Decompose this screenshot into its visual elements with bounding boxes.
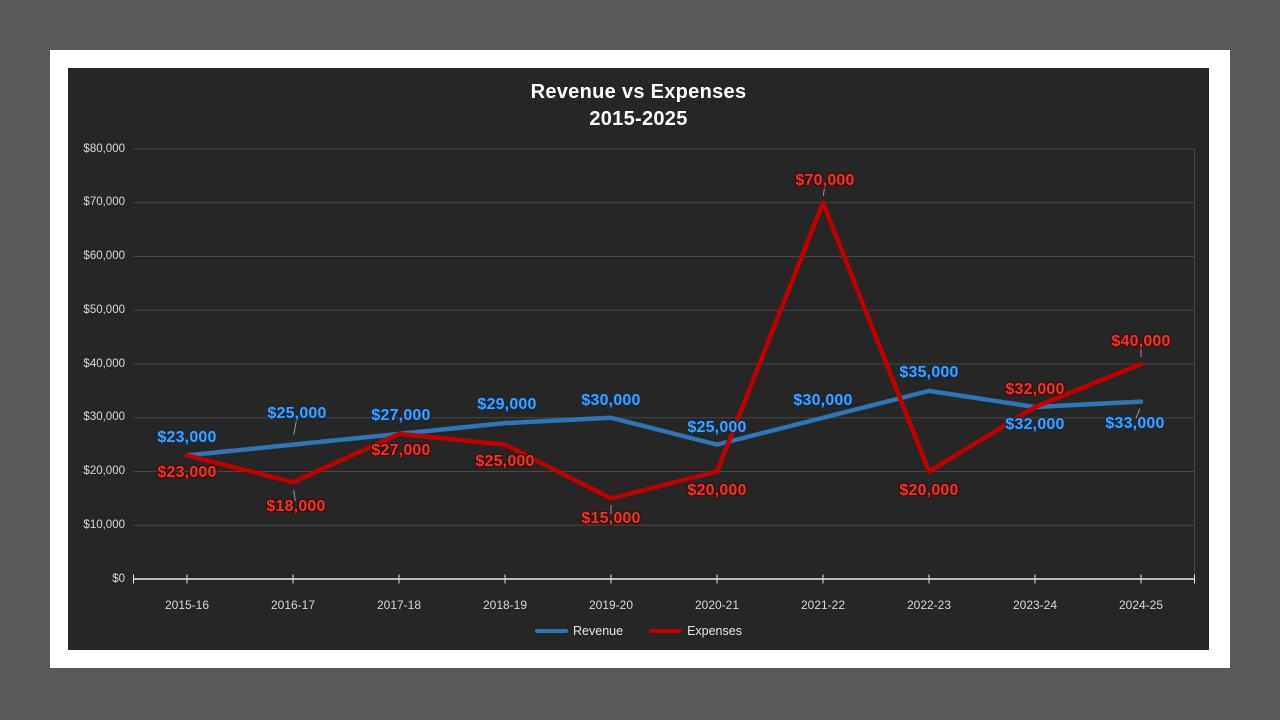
data-label-revenue-2020-21: $25,000 [687, 418, 747, 436]
legend-item-revenue: Revenue [535, 624, 623, 638]
data-label-expenses-2020-21: $20,000 [687, 481, 747, 499]
data-label-expenses-2024-25: $40,000 [1111, 333, 1171, 350]
data-label-expenses-2015-16: $23,000 [157, 464, 217, 482]
y-axis-tick-label: $10,000 [83, 518, 125, 531]
y-axis-tick-label: $30,000 [83, 411, 125, 424]
series-line-expenses [184, 200, 1144, 501]
data-label-leader [822, 186, 826, 196]
data-label-expenses-2021-22: $70,000 [795, 171, 855, 189]
data-label-leader [293, 421, 297, 435]
legend-label-revenue: Revenue [573, 624, 624, 638]
data-label-expenses-2022-23: $20,000 [899, 481, 959, 499]
chart-frame: Revenue vs Expenses 2015-2025 Revenue Exp… [68, 68, 1209, 650]
data-label-revenue-2023-24: $32,000 [1005, 416, 1065, 433]
x-axis-tick-label: 2016-17 [270, 598, 316, 612]
y-axis-tick-label: $0 [112, 572, 125, 585]
chart-legend: Revenue Expenses [68, 624, 1209, 638]
data-label-expenses-2018-19: $25,000 [475, 452, 535, 470]
legend-label-expenses: Expenses [687, 624, 742, 638]
x-axis-tick-label: 2019-20 [588, 598, 634, 612]
data-label-revenue-2016-17: $25,000 [267, 404, 327, 422]
y-axis-tick-label: $80,000 [83, 142, 125, 155]
x-axis-tick-label: 2018-19 [482, 598, 528, 612]
data-label-revenue-2017-18: $27,000 [371, 406, 431, 424]
x-axis-tick-label: 2021-22 [800, 598, 846, 612]
data-label-leader [293, 490, 296, 501]
x-axis-tick-label: 2020-21 [694, 598, 740, 612]
legend-item-expenses: Expenses [649, 624, 742, 638]
data-label-expenses-2023-24: $32,000 [1005, 381, 1065, 398]
data-label-revenue-2015-16: $23,000 [157, 429, 217, 447]
x-axis-tick-label: 2017-18 [376, 598, 422, 612]
legend-swatch-expenses-icon [649, 628, 683, 634]
data-label-revenue-2022-23: $35,000 [899, 363, 959, 381]
slide-canvas: Revenue vs Expenses 2015-2025 Revenue Exp… [50, 50, 1230, 668]
chart-plot-svg [133, 148, 1195, 584]
chart-title-line2: 2015-2025 [589, 108, 688, 130]
y-axis-tick-label: $70,000 [83, 196, 125, 209]
data-label-revenue-2021-22: $30,000 [793, 391, 853, 409]
x-axis-tick-label: 2015-16 [164, 598, 210, 612]
data-label-expenses-2019-20: $15,000 [581, 510, 641, 528]
y-axis-tick-label: $60,000 [83, 250, 125, 262]
data-label-revenue-2024-25: $33,000 [1105, 414, 1165, 432]
data-label-expenses-2017-18: $27,000 [371, 441, 431, 459]
x-axis-tick-label: 2022-23 [906, 598, 952, 612]
y-axis-tick-label: $20,000 [83, 465, 125, 477]
x-axis-tick-label: 2024-25 [1118, 598, 1164, 612]
data-label-revenue-2019-20: $30,000 [581, 391, 641, 409]
legend-swatch-revenue-icon [535, 628, 569, 634]
data-label-leader [1135, 408, 1141, 419]
chart-title-line1: Revenue vs Expenses [530, 81, 747, 103]
x-axis-tick-label: 2023-24 [1012, 598, 1058, 612]
data-label-expenses-2016-17: $18,000 [266, 498, 326, 516]
series-line-revenue [184, 388, 1144, 458]
y-axis-tick-label: $50,000 [83, 303, 125, 316]
y-axis-tick-label: $40,000 [83, 357, 125, 370]
data-label-revenue-2018-19: $29,000 [477, 396, 537, 414]
chart-title: Revenue vs Expenses 2015-2025 [68, 79, 1209, 133]
